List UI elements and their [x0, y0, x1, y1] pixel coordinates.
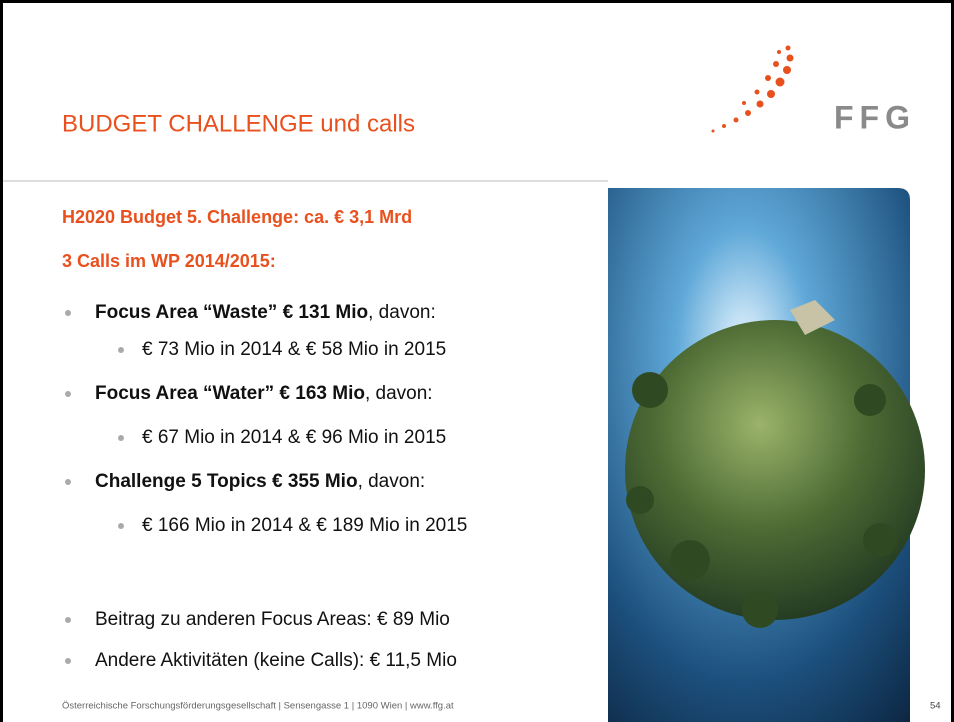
sub-bullet: € 67 Mio in 2014 & € 96 Mio in 2015 [142, 427, 446, 448]
page-number: 54 [930, 701, 941, 712]
bullet-bold: Focus Area “Water” € 163 Mio [95, 383, 365, 404]
footer-text: Österreichische Forschungsförderungsgese… [62, 701, 454, 712]
bullet-bold: Challenge 5 Topics € 355 Mio [95, 471, 358, 492]
bullet: Beitrag zu anderen Focus Areas: € 89 Mio [95, 609, 450, 630]
bullet-bold: Focus Area “Waste” € 131 Mio [95, 302, 368, 323]
slide: BUDGET CHALLENGE und calls FFG H2020 Bud… [0, 0, 954, 722]
sub-bullet: € 166 Mio in 2014 & € 189 Mio in 2015 [142, 515, 467, 536]
heading: H2020 Budget 5. Challenge: ca. € 3,1 Mrd [62, 207, 412, 227]
bullet: Challenge 5 Topics € 355 Mio, davon: [95, 471, 425, 492]
photo [608, 188, 925, 722]
bullet: Andere Aktivitäten (keine Calls): € 11,5… [95, 650, 457, 671]
logo-text: FFG [834, 99, 916, 135]
bullet: Focus Area “Waste” € 131 Mio, davon: [95, 302, 436, 323]
bullet-text: , davon: [365, 383, 433, 404]
heading: 3 Calls im WP 2014/2015: [62, 251, 276, 271]
sub-bullet: € 73 Mio in 2014 & € 58 Mio in 2015 [142, 339, 446, 360]
bullet: Focus Area “Water” € 163 Mio, davon: [95, 383, 433, 404]
slide-title: BUDGET CHALLENGE und calls [62, 110, 415, 137]
bullet-text: , davon: [368, 302, 436, 323]
bullet-text: , davon: [358, 471, 426, 492]
